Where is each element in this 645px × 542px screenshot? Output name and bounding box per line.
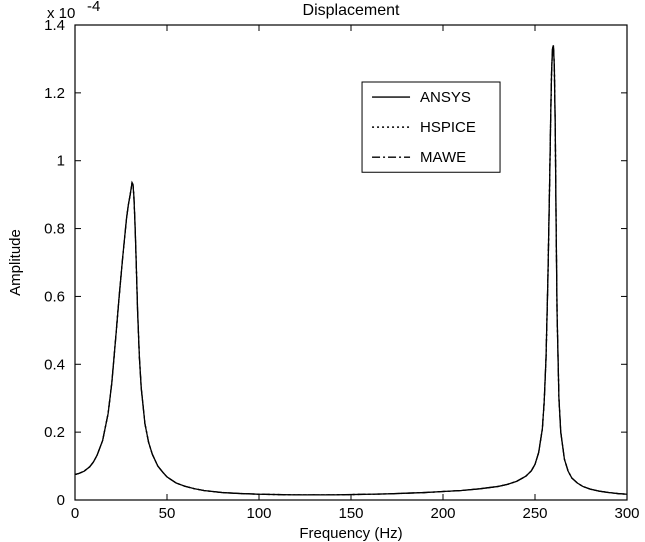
y-tick-label: 0.6 xyxy=(44,288,65,305)
displacement-chart: 05010015020025030000.20.40.60.811.21.4x … xyxy=(0,0,645,542)
x-tick-label: 150 xyxy=(338,505,363,522)
x-axis-label: Frequency (Hz) xyxy=(299,525,402,542)
x-tick-label: 250 xyxy=(522,505,547,522)
x-tick-label: 200 xyxy=(430,505,455,522)
y-tick-label: 0.4 xyxy=(44,356,65,373)
legend-label-ansys: ANSYS xyxy=(420,89,471,106)
svg-text:x 10: x 10 xyxy=(47,5,75,22)
x-tick-label: 50 xyxy=(159,505,176,522)
chart-title: Displacement xyxy=(303,2,400,19)
y-tick-label: 0.2 xyxy=(44,424,65,441)
x-tick-label: 100 xyxy=(246,505,271,522)
svg-text:-4: -4 xyxy=(87,0,100,15)
y-axis-label: Amplitude xyxy=(7,229,24,296)
x-tick-label: 0 xyxy=(71,505,79,522)
x-tick-label: 300 xyxy=(614,505,639,522)
y-tick-label: 1 xyxy=(57,153,65,170)
y-tick-label: 1.2 xyxy=(44,85,65,102)
legend-label-hspice: HSPICE xyxy=(420,119,476,136)
y-tick-label: 0.8 xyxy=(44,221,65,238)
legend-label-mawe: MAWE xyxy=(420,149,466,166)
y-tick-label: 0 xyxy=(57,492,65,509)
